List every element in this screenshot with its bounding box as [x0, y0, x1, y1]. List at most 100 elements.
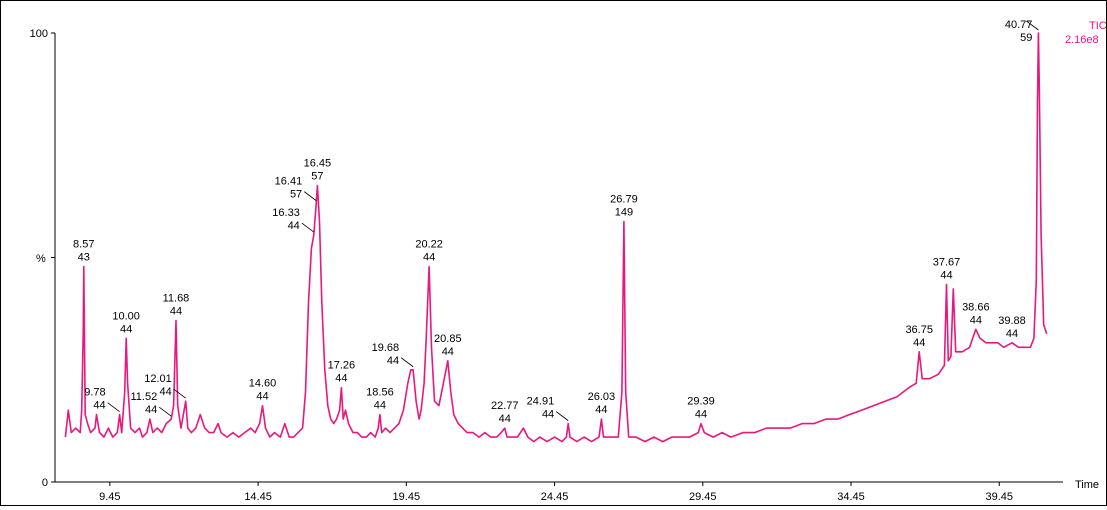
- peak-base-ion: 44: [288, 220, 300, 232]
- x-axis-title: Time: [1075, 479, 1099, 491]
- x-tick-label: 14.45: [244, 491, 272, 503]
- peak-retention-time: 38.66: [962, 301, 990, 313]
- y-tick-label: 100: [30, 28, 48, 40]
- peak-base-ion: 44: [913, 337, 925, 349]
- peak-retention-time: 26.03: [588, 391, 616, 403]
- trace-intensity-label: 2.16e8: [1065, 34, 1099, 46]
- peak-base-ion: 44: [1006, 328, 1018, 340]
- peak-retention-time: 10.00: [112, 310, 140, 322]
- peak-base-ion: 44: [159, 386, 171, 398]
- axes-layer: [54, 33, 1063, 483]
- x-tick-label: 24.45: [541, 491, 569, 503]
- peak-retention-time: 12.01: [144, 373, 172, 385]
- peak-leader-line: [173, 388, 186, 399]
- peak-leader-line: [400, 357, 414, 368]
- peak-retention-time: 8.57: [73, 238, 94, 250]
- ticks-layer: 9.45 14.45 19.45 24.45 29.45 34.45 39.45 0 100: [30, 28, 1013, 503]
- peak-retention-time: 16.33: [272, 207, 300, 219]
- peak-base-ion: 44: [374, 400, 386, 412]
- peak-retention-time: 11.68: [163, 292, 190, 304]
- peak-retention-time: 20.22: [415, 238, 443, 250]
- peak-base-ion: 44: [423, 251, 435, 263]
- peak-base-ion: 44: [442, 346, 454, 358]
- peak-base-ion: 57: [311, 171, 323, 183]
- peak-retention-time: 29.39: [687, 396, 715, 408]
- peak-retention-time: 16.45: [304, 158, 332, 170]
- peak-retention-time: 18.56: [366, 387, 394, 399]
- peak-retention-time: 40.77: [1005, 19, 1033, 31]
- peak-retention-time: 36.75: [905, 324, 933, 336]
- peak-base-ion: 149: [615, 207, 633, 219]
- peak-labels-layer: 8.57439.784410.004411.524411.684412.0144…: [73, 19, 1039, 425]
- peak-base-ion: 43: [78, 251, 90, 263]
- peak-base-ion: 59: [1020, 32, 1032, 44]
- peak-base-ion: 44: [145, 404, 157, 416]
- x-tick-label: 19.45: [393, 491, 421, 503]
- peak-base-ion: 44: [595, 404, 607, 416]
- peak-retention-time: 16.41: [275, 176, 303, 188]
- y-axis-mid-label: %: [36, 253, 46, 265]
- peak-retention-time: 9.78: [84, 387, 105, 399]
- peak-retention-time: 11.52: [130, 391, 157, 403]
- peak-base-ion: 44: [120, 323, 132, 335]
- tic-trace-line: [64, 32, 1048, 443]
- x-tick-label: 9.45: [99, 491, 120, 503]
- peak-base-ion: 44: [93, 400, 105, 412]
- peak-retention-time: 22.77: [491, 400, 519, 412]
- peak-leader-line: [158, 406, 172, 417]
- peak-leader-line: [107, 402, 120, 412]
- peak-leader-line: [303, 191, 317, 201]
- peak-base-ion: 44: [940, 269, 952, 281]
- peak-leader-line: [1026, 20, 1039, 31]
- peak-retention-time: 19.68: [372, 342, 400, 354]
- peak-base-ion: 44: [970, 314, 982, 326]
- peak-base-ion: 44: [499, 413, 511, 425]
- trace-name-label: TIC: [1089, 20, 1106, 32]
- trace-layer: [64, 32, 1048, 443]
- peak-base-ion: 44: [335, 373, 347, 385]
- peak-retention-time: 39.88: [998, 315, 1026, 327]
- peak-base-ion: 44: [387, 355, 399, 367]
- peak-base-ion: 44: [542, 409, 554, 421]
- peak-retention-time: 14.60: [249, 378, 277, 390]
- peak-base-ion: 57: [290, 189, 302, 201]
- peak-base-ion: 44: [695, 409, 707, 421]
- peak-leader-line: [301, 222, 315, 233]
- y-tick-label: 0: [42, 477, 48, 489]
- x-tick-label: 29.45: [689, 491, 717, 503]
- peak-base-ion: 44: [170, 305, 182, 317]
- peak-retention-time: 17.26: [328, 360, 356, 372]
- x-tick-label: 34.45: [837, 491, 865, 503]
- x-tick-label: 39.45: [985, 491, 1013, 503]
- peak-retention-time: 26.79: [610, 194, 638, 206]
- peak-leader-line: [555, 411, 569, 421]
- peak-retention-time: 20.85: [434, 333, 462, 345]
- peak-retention-time: 37.67: [933, 256, 961, 268]
- peak-retention-time: 24.91: [527, 396, 555, 408]
- peak-base-ion: 44: [256, 391, 268, 403]
